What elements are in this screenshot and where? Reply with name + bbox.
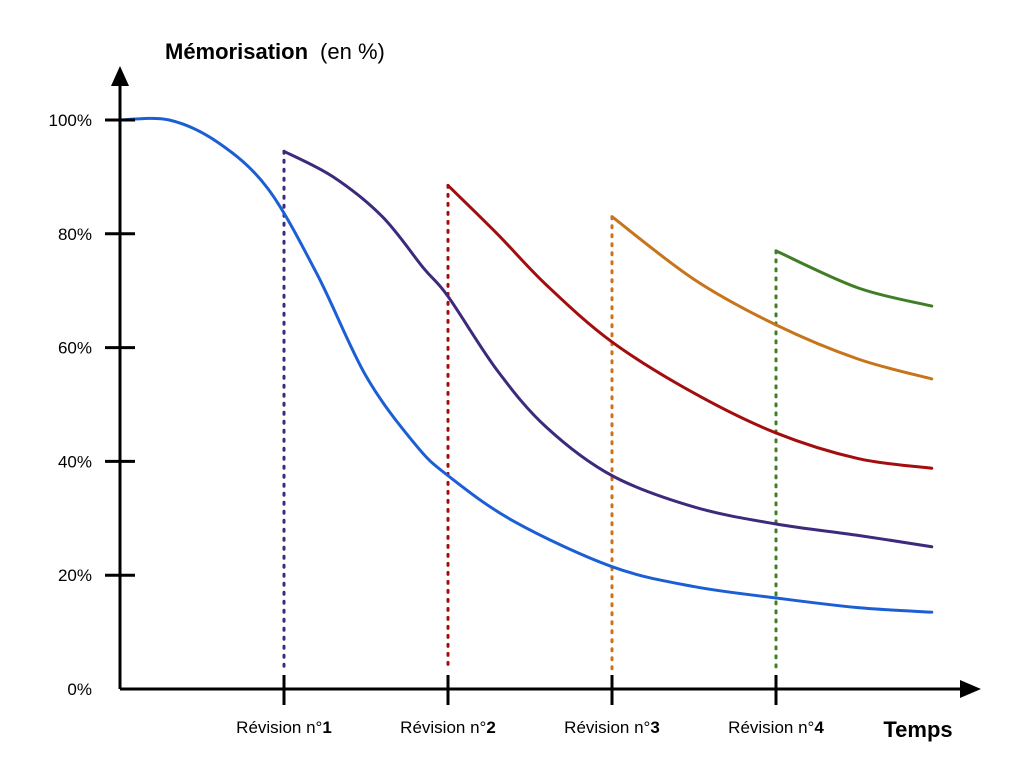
x-tick-label-number: 2 [486,718,495,737]
y-axis-title-main: Mémorisation [165,39,308,64]
y-tick-label: 100% [49,111,92,130]
series-line-2 [446,183,934,470]
x-ticks: Révision n°1 Révision n°2 Révision n°3 Révi… [236,675,824,737]
revision-guides [282,149,778,671]
y-axis-title-unit: (en %) [320,39,385,64]
y-axis-title: Mémorisation (en %) [165,39,385,64]
series-lines [118,116,934,614]
y-tick-label: 40% [58,452,92,471]
y-tick-label: 60% [58,339,92,358]
x-tick-label: Révision n°4 [728,718,824,737]
series-line-3 [610,215,934,381]
series-line-4 [774,249,934,308]
x-tick-label: Révision n°2 [400,718,496,737]
x-tick-label: Révision n°3 [564,718,660,737]
series-line-0 [118,116,934,614]
y-tick-label: 20% [58,566,92,585]
x-tick-label-number: 4 [814,718,824,737]
axes [111,66,981,698]
x-tick-label-number: 1 [322,718,331,737]
y-tick-label: 0% [67,680,92,699]
y-ticks: 0% 20% 40% 60% 80% 100% [49,111,135,699]
series-line-1 [282,149,934,549]
y-axis-arrow [111,66,129,86]
x-tick-label-text: Révision n° [400,718,486,737]
x-axis-title: Temps [883,717,952,742]
y-tick-label: 80% [58,225,92,244]
x-tick-label-text: Révision n° [728,718,814,737]
x-tick-label-text: Révision n° [236,718,322,737]
x-axis-arrow [960,680,981,698]
x-tick-label: Révision n°1 [236,718,332,737]
x-tick-label-number: 3 [650,718,659,737]
x-tick-label-text: Révision n° [564,718,650,737]
